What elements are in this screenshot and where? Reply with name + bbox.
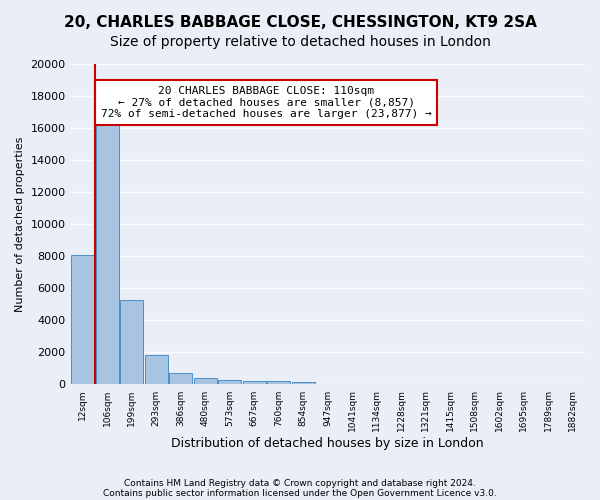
Text: 20, CHARLES BABBAGE CLOSE, CHESSINGTON, KT9 2SA: 20, CHARLES BABBAGE CLOSE, CHESSINGTON, … bbox=[64, 15, 536, 30]
Text: Size of property relative to detached houses in London: Size of property relative to detached ho… bbox=[110, 35, 490, 49]
X-axis label: Distribution of detached houses by size in London: Distribution of detached houses by size … bbox=[172, 437, 484, 450]
Bar bbox=[194, 378, 217, 384]
Bar bbox=[95, 118, 119, 384]
Y-axis label: Number of detached properties: Number of detached properties bbox=[15, 136, 25, 312]
Bar bbox=[218, 380, 241, 384]
Bar bbox=[71, 254, 94, 384]
Bar bbox=[242, 381, 266, 384]
Bar bbox=[267, 382, 290, 384]
Bar bbox=[120, 300, 143, 384]
Bar bbox=[169, 373, 193, 384]
Bar bbox=[145, 355, 168, 384]
Text: Contains public sector information licensed under the Open Government Licence v3: Contains public sector information licen… bbox=[103, 488, 497, 498]
Bar bbox=[292, 382, 315, 384]
Text: 20 CHARLES BABBAGE CLOSE: 110sqm
← 27% of detached houses are smaller (8,857)
72: 20 CHARLES BABBAGE CLOSE: 110sqm ← 27% o… bbox=[101, 86, 431, 119]
Text: Contains HM Land Registry data © Crown copyright and database right 2024.: Contains HM Land Registry data © Crown c… bbox=[124, 478, 476, 488]
